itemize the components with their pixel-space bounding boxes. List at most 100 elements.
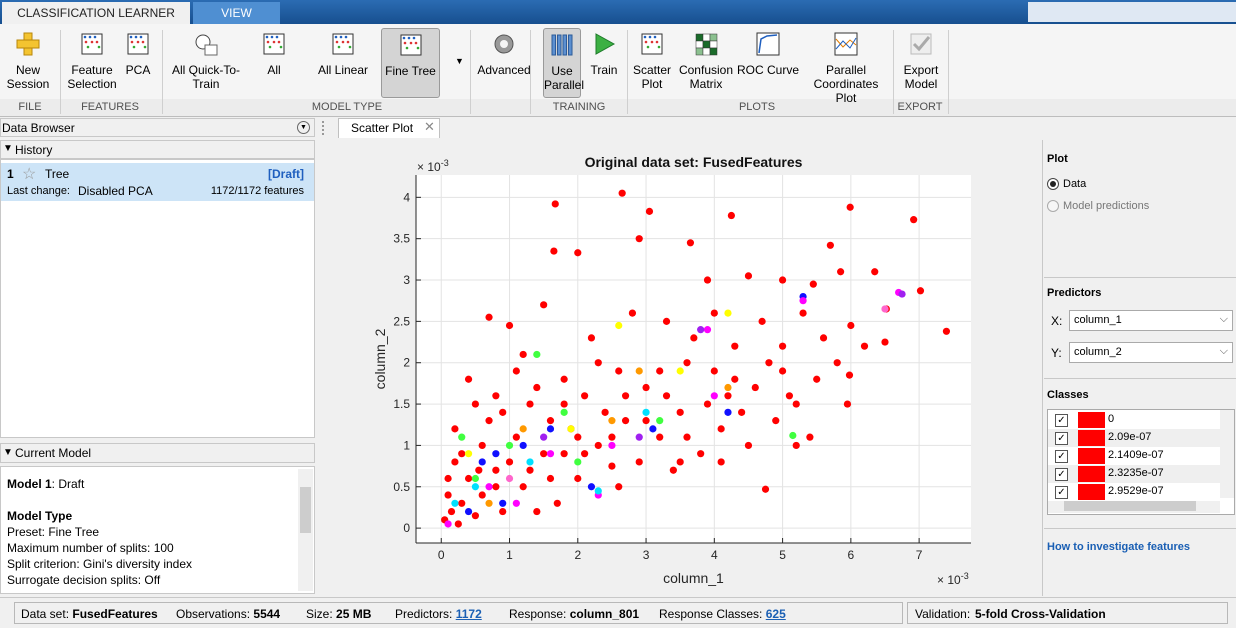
status-box: [14, 602, 903, 624]
y-select[interactable]: column_2 ⌵: [1069, 342, 1233, 363]
help-link[interactable]: How to investigate features: [1047, 541, 1191, 553]
scatter-point: [458, 433, 466, 441]
scatter-point: [645, 207, 654, 215]
favorite-star[interactable]: ☆: [22, 166, 37, 183]
scatter-point: [697, 450, 705, 458]
scatter-point: [860, 342, 869, 350]
class-swatch: [1078, 484, 1105, 500]
scatter-point: [676, 408, 684, 416]
scatter-point: [758, 317, 766, 325]
history-header[interactable]: [0, 140, 315, 159]
ribbon-separator: [948, 30, 949, 114]
x-select[interactable]: column_1 ⌵: [1069, 310, 1233, 331]
class-checkbox[interactable]: ✓: [1055, 432, 1068, 445]
class-checkbox[interactable]: ✓: [1055, 414, 1068, 427]
class-checkbox[interactable]: ✓: [1055, 468, 1068, 481]
status-value[interactable]: 625: [765, 607, 786, 621]
current-model-header[interactable]: [0, 443, 315, 463]
scatter-point: [464, 507, 473, 516]
scatter-point: [492, 392, 500, 400]
tab-classification[interactable]: CLASSIFICATION LEARNER: [2, 2, 190, 24]
scatter-point: [686, 239, 695, 247]
ribbon-button[interactable]: Parallel Coordinates Plot: [803, 28, 889, 105]
ribbon-separator: [893, 30, 894, 114]
ribbon-button[interactable]: Train: [585, 28, 623, 98]
tab-view[interactable]: VIEW: [193, 2, 280, 24]
scatter-point: [662, 392, 671, 400]
ribbon-icon: [332, 33, 354, 55]
scatter-point: [765, 359, 773, 367]
model-detail: Surrogate decision splits: Off: [7, 573, 161, 587]
status-item: Data set: FusedFeatures: [21, 607, 158, 621]
scatter-point: [785, 392, 794, 400]
scatter-point: [499, 408, 507, 416]
history-item[interactable]: [1, 163, 314, 201]
ribbon-button[interactable]: All: [246, 28, 302, 98]
ribbon-button[interactable]: All Quick-To-Train: [172, 28, 240, 98]
ribbon-icon: [127, 33, 149, 55]
radio-data[interactable]: [1047, 178, 1059, 190]
ribbon-button[interactable]: Export Model: [898, 28, 944, 98]
status-value[interactable]: 1172: [455, 607, 482, 621]
ribbon-button[interactable]: New Session: [0, 28, 56, 98]
status-value: column_801: [569, 607, 640, 621]
ribbon-button[interactable]: Fine Tree: [381, 28, 440, 98]
ribbon-button[interactable]: ROC Curve: [735, 28, 801, 98]
browser-menu[interactable]: ▼: [297, 121, 310, 134]
ribbon-button-label: All: [267, 63, 281, 77]
model-detail: Preset: Fine Tree: [7, 525, 100, 539]
ribbon-button[interactable]: Scatter Plot: [630, 28, 674, 98]
scatter-point: [642, 417, 650, 425]
scatter-point: [724, 392, 732, 400]
ribbon-group-label: TRAINING: [552, 101, 606, 113]
radio-predictions[interactable]: [1047, 200, 1059, 212]
scrollbar[interactable]: [1220, 410, 1234, 498]
scatter-point: [662, 317, 671, 325]
class-swatch: [1078, 466, 1105, 482]
ribbon-button-label: All Quick-To-Train: [172, 63, 241, 91]
scatter-point: [806, 433, 814, 441]
scatter-point: [594, 359, 602, 367]
status-label: Size:: [306, 607, 333, 621]
ribbon-button-label: PCA: [125, 63, 151, 77]
ribbon-button[interactable]: Confusion Matrix: [676, 28, 736, 98]
scatter-point: [574, 474, 582, 483]
ribbon-group-strip: [0, 99, 1236, 116]
y-tick-label: 0: [403, 521, 410, 535]
y-select-label: Y:: [1051, 346, 1062, 360]
scatter-point: [615, 367, 623, 375]
class-checkbox[interactable]: ✓: [1055, 450, 1068, 463]
side-panel: [1042, 140, 1236, 596]
model-detail: Maximum number of splits: 100: [7, 541, 174, 555]
scatter-point: [871, 268, 879, 276]
model-gallery-arrow[interactable]: ▼: [455, 56, 464, 66]
scatter-point: [799, 309, 807, 317]
radio-label: Data: [1063, 178, 1087, 190]
scatter-chart: 0 1 2 3 4 5 6 7 0 0.5 1 1.5 2 2.5 3 3.5 4 Original data s…: [372, 154, 971, 587]
class-checkbox[interactable]: ✓: [1055, 486, 1068, 499]
scatter-point: [649, 425, 657, 433]
scatter-point: [833, 359, 841, 367]
ribbon-icon: [910, 33, 932, 55]
document-tab[interactable]: [338, 118, 440, 138]
ribbon-separator: [162, 30, 163, 114]
ribbon-button[interactable]: Feature Selection: [64, 28, 120, 98]
ribbon-button[interactable]: Use Parallel: [543, 28, 584, 98]
y-tick-label: 1.5: [393, 397, 410, 411]
ribbon-button[interactable]: All Linear: [312, 28, 374, 98]
h-scroll-thumb[interactable]: [1064, 501, 1196, 511]
ribbon-separator: [60, 30, 61, 114]
divider: [1044, 528, 1236, 529]
scatter-point: [512, 433, 520, 441]
tab-close[interactable]: ✕: [424, 119, 435, 134]
scatter-point: [778, 342, 787, 350]
scatter-point: [642, 383, 650, 392]
ribbon-button[interactable]: PCA: [118, 28, 158, 98]
axis-multiplier: × 10-3: [417, 158, 449, 174]
scatter-point: [451, 458, 459, 466]
y-tick-label: 3.5: [393, 232, 410, 246]
ribbon-button[interactable]: Advanced: [476, 28, 532, 98]
x-tick-label: 3: [643, 548, 650, 562]
scroll-thumb[interactable]: [300, 487, 311, 533]
